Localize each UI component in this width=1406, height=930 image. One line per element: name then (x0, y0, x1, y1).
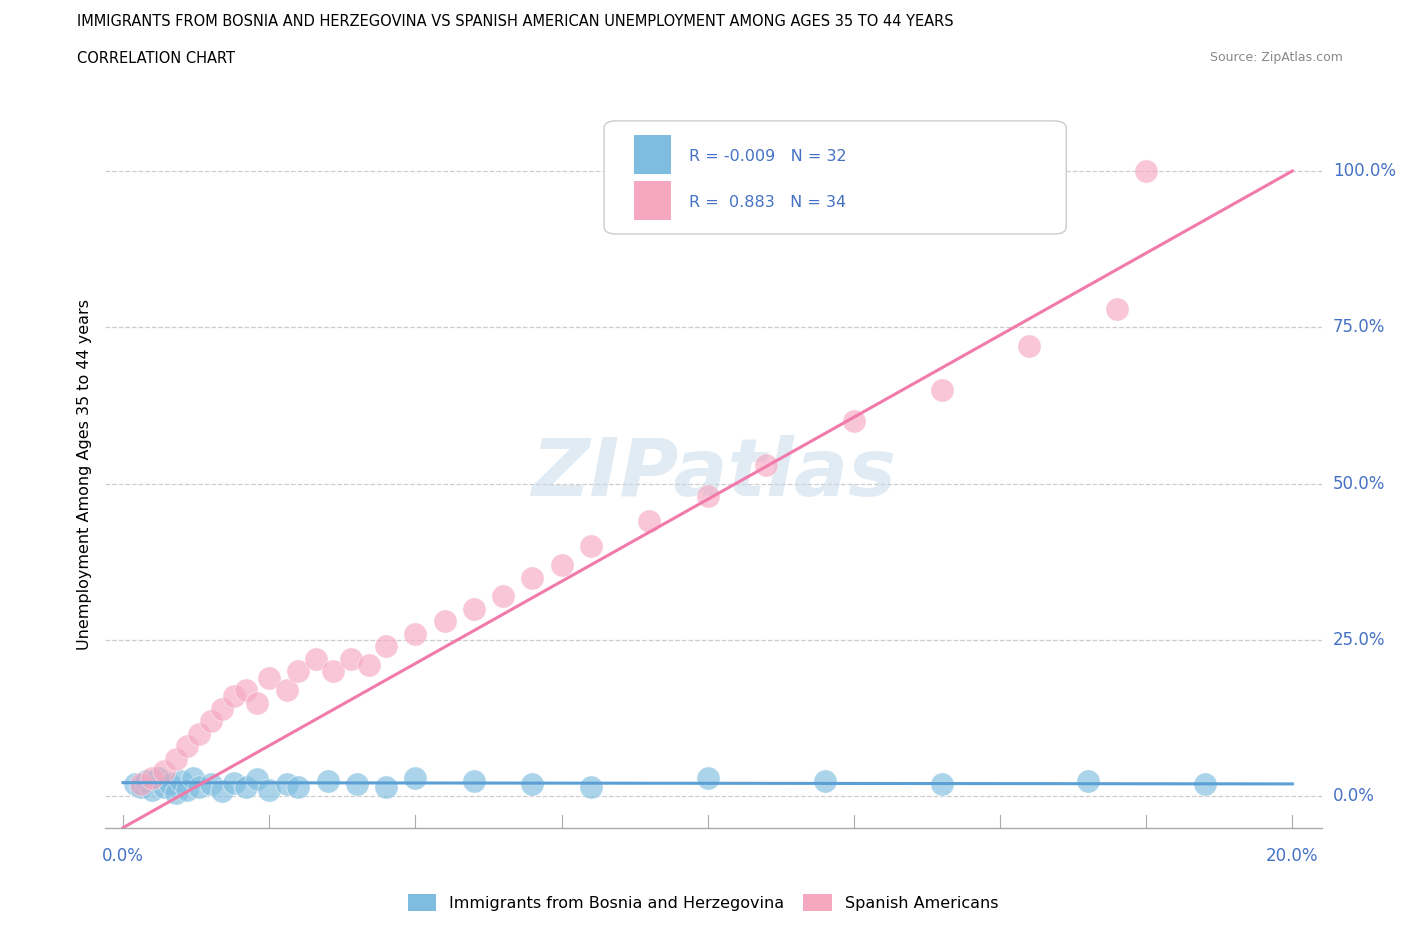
Text: 0.0%: 0.0% (1333, 788, 1375, 805)
Text: Source: ZipAtlas.com: Source: ZipAtlas.com (1209, 51, 1343, 64)
Point (287, 664, 309, 679)
Point (129, 777, 152, 791)
Text: 75.0%: 75.0% (1333, 318, 1385, 337)
Point (153, 779, 176, 794)
Point (522, 570, 544, 585)
Text: R =  0.883   N = 34: R = 0.883 N = 34 (689, 194, 846, 209)
Text: 25.0%: 25.0% (1333, 631, 1385, 649)
Point (375, 639, 398, 654)
Text: 50.0%: 50.0% (1333, 474, 1385, 493)
Point (931, 382, 953, 397)
Point (316, 774, 339, 789)
FancyBboxPatch shape (634, 135, 671, 174)
Point (141, 770, 163, 785)
Text: R = -0.009   N = 32: R = -0.009 N = 32 (689, 149, 846, 164)
FancyBboxPatch shape (605, 121, 1066, 234)
Point (246, 695, 269, 710)
Point (176, 783, 198, 798)
Point (276, 683, 298, 698)
Point (276, 777, 298, 791)
Y-axis label: Unemployment Among Ages 35 to 44 years: Unemployment Among Ages 35 to 44 years (76, 299, 91, 650)
Point (211, 701, 233, 716)
Text: 0.0%: 0.0% (103, 847, 143, 865)
Point (638, 513, 661, 528)
Point (287, 779, 309, 794)
Point (129, 779, 152, 794)
Point (200, 777, 222, 791)
Point (181, 770, 204, 785)
Point (522, 777, 544, 791)
Point (235, 779, 257, 794)
Point (1194, 777, 1216, 791)
Point (170, 774, 193, 789)
Point (165, 751, 187, 766)
Point (346, 777, 368, 791)
Point (135, 774, 157, 789)
Point (188, 779, 211, 794)
Point (257, 783, 280, 798)
Point (404, 627, 426, 642)
Point (463, 602, 485, 617)
Point (188, 726, 211, 741)
Point (931, 777, 953, 791)
Point (357, 658, 380, 672)
Point (579, 538, 602, 553)
FancyBboxPatch shape (634, 181, 671, 219)
Point (579, 779, 602, 794)
Point (124, 777, 146, 791)
Point (257, 671, 280, 685)
Text: 100.0%: 100.0% (1333, 162, 1396, 179)
Point (1135, 164, 1157, 179)
Point (696, 489, 718, 504)
Point (235, 683, 257, 698)
Point (153, 764, 176, 778)
Point (463, 774, 485, 789)
Point (141, 783, 163, 798)
Point (375, 779, 398, 794)
Point (222, 776, 245, 790)
Point (492, 589, 515, 604)
Point (211, 784, 233, 799)
Text: CORRELATION CHART: CORRELATION CHART (77, 51, 235, 66)
Point (246, 772, 269, 787)
Point (696, 770, 718, 785)
Point (1105, 301, 1128, 316)
Point (305, 651, 328, 666)
Point (165, 786, 187, 801)
Point (404, 770, 426, 785)
Point (159, 777, 181, 791)
Legend: Immigrants from Bosnia and Herzegovina, Spanish Americans: Immigrants from Bosnia and Herzegovina, … (401, 888, 1005, 917)
Point (176, 739, 198, 754)
Point (842, 414, 865, 429)
Point (1077, 774, 1099, 789)
Point (222, 689, 245, 704)
Point (814, 774, 837, 789)
Point (340, 651, 363, 666)
Point (200, 714, 222, 729)
Text: ZIPatlas: ZIPatlas (531, 435, 896, 513)
Point (146, 770, 169, 785)
Point (322, 664, 344, 679)
Text: IMMIGRANTS FROM BOSNIA AND HERZEGOVINA VS SPANISH AMERICAN UNEMPLOYMENT AMONG AG: IMMIGRANTS FROM BOSNIA AND HERZEGOVINA V… (77, 14, 953, 29)
Point (755, 458, 778, 472)
Text: 20.0%: 20.0% (1267, 847, 1319, 865)
Point (433, 614, 456, 629)
Point (1018, 339, 1040, 353)
Point (550, 558, 572, 573)
